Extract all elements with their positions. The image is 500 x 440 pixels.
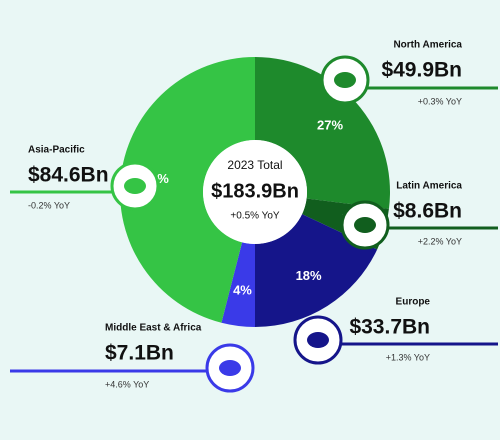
center-amount: $183.9Bn [211, 180, 299, 202]
region-amount: $7.1Bn [105, 342, 174, 365]
segment-label: 4% [233, 283, 252, 298]
region-shape [307, 332, 329, 348]
segment-label: 18% [296, 268, 322, 283]
region-yoy: -0.2% YoY [28, 200, 70, 210]
region-amount: $84.6Bn [28, 164, 109, 187]
region-name: Middle East & Africa [105, 323, 202, 334]
center-yoy: +0.5% YoY [230, 211, 280, 222]
region-amount: $49.9Bn [381, 59, 462, 82]
region-shape [219, 360, 241, 376]
callouts: North America $49.9Bn +0.3% YoY Latin Ameri… [10, 40, 498, 393]
center-disc [203, 140, 307, 244]
region-yoy: +2.2% YoY [418, 236, 462, 246]
region-amount: $8.6Bn [393, 200, 462, 223]
donut-segment [221, 242, 255, 327]
donut-segment [255, 214, 378, 327]
segment-label: 27% [317, 117, 343, 132]
region-shape [334, 72, 356, 88]
region-name: North America [393, 40, 462, 51]
region-amount: $33.7Bn [349, 316, 430, 339]
donut-segment [120, 56, 256, 323]
region-shape [124, 178, 146, 194]
region-name: Europe [396, 297, 431, 308]
region-yoy: +4.6% YoY [105, 379, 149, 389]
donut-segment [255, 57, 390, 209]
region-yoy: +1.3% YoY [386, 352, 430, 362]
region-name: Asia-Pacific [28, 145, 85, 156]
center-title: 2023 Total [227, 158, 282, 172]
region-name: Latin America [396, 181, 462, 192]
region-yoy: +0.3% YoY [418, 96, 462, 106]
region-shape [354, 217, 376, 233]
